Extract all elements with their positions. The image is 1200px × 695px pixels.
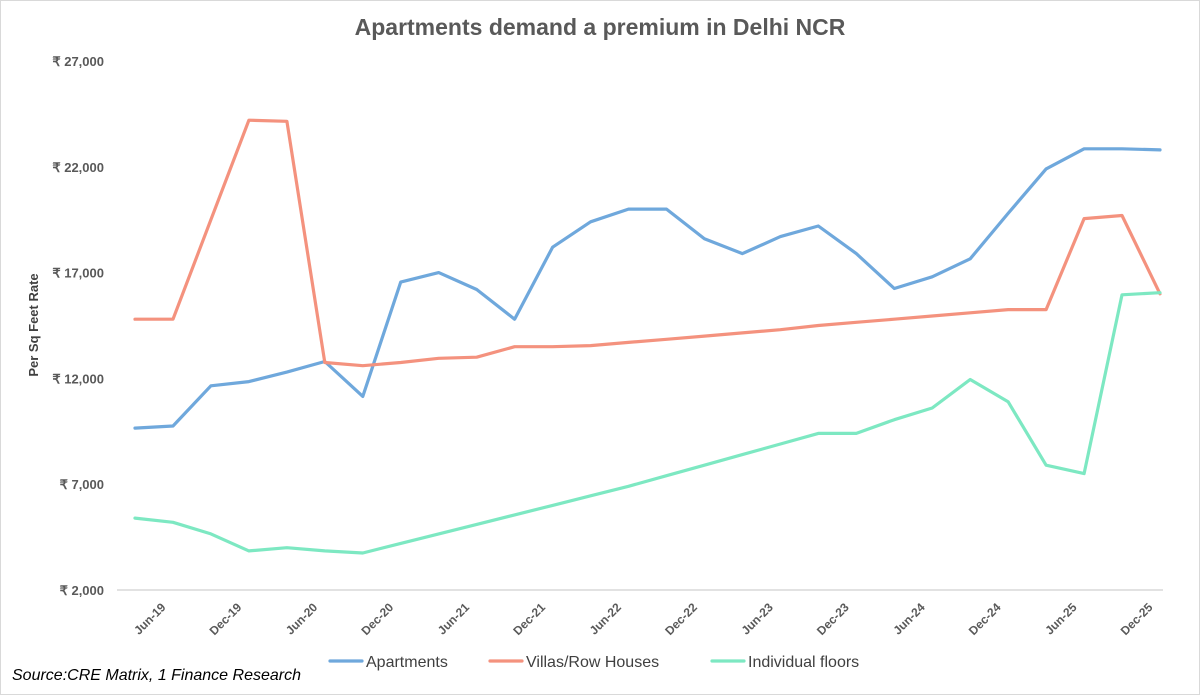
series-line-apartments[interactable] — [133, 147, 1162, 430]
x-tick-label: Jun-19 — [131, 600, 168, 637]
legend-item-individual-floors[interactable]: Individual floors — [710, 654, 859, 671]
x-axis-ticks: Jun-19 Dec-19 Jun-20 Dec-20 Jun-21 Dec-21 Jun-… — [131, 600, 1156, 638]
legend-label-individual-floors: Individual floors — [748, 654, 859, 671]
series-lines — [133, 118, 1162, 555]
series-line-individual-floors[interactable] — [133, 291, 1162, 555]
x-tick-label: Dec-20 — [358, 600, 396, 638]
y-tick-label: ₹ 22,000 — [52, 160, 104, 175]
legend-label-villas-row-houses: Villas/Row Houses — [526, 654, 659, 671]
series-line-villas-row-houses[interactable] — [133, 118, 1162, 368]
x-tick-label: Dec-25 — [1118, 600, 1156, 638]
legend-item-apartments[interactable]: Apartments — [328, 654, 448, 671]
x-tick-label: Jun-20 — [283, 600, 320, 637]
legend-item-villas-row-houses[interactable]: Villas/Row Houses — [488, 654, 659, 671]
y-tick-label: ₹ 17,000 — [52, 266, 104, 281]
y-axis-label: Per Sq Feet Rate — [26, 273, 41, 376]
y-tick-label: ₹ 12,000 — [52, 371, 104, 386]
x-tick-label: Dec-19 — [207, 600, 245, 638]
chart-title: Apartments demand a premium in Delhi NCR — [355, 14, 846, 40]
x-tick-label: Dec-23 — [814, 600, 852, 638]
y-tick-label: ₹ 2,000 — [60, 583, 104, 598]
y-tick-label: ₹ 27,000 — [52, 54, 104, 69]
x-tick-label: Dec-24 — [966, 600, 1004, 638]
source-note: Source:CRE Matrix, 1 Finance Research — [12, 667, 301, 684]
y-axis-ticks: ₹ 2,000 ₹ 7,000 ₹ 12,000 ₹ 17,000 ₹ 22,000 ₹ … — [52, 54, 104, 598]
x-tick-label: Jun-24 — [890, 600, 927, 637]
legend: Apartments Villas/Row Houses Individual … — [328, 654, 859, 671]
y-tick-label: ₹ 7,000 — [60, 477, 104, 492]
legend-label-apartments: Apartments — [366, 654, 448, 671]
x-tick-label: Dec-21 — [510, 600, 548, 638]
x-tick-label: Jun-25 — [1042, 600, 1079, 637]
x-tick-label: Jun-21 — [435, 600, 472, 637]
x-tick-label: Jun-23 — [739, 600, 776, 637]
x-tick-label: Jun-22 — [587, 600, 624, 637]
x-tick-label: Dec-22 — [662, 600, 700, 638]
